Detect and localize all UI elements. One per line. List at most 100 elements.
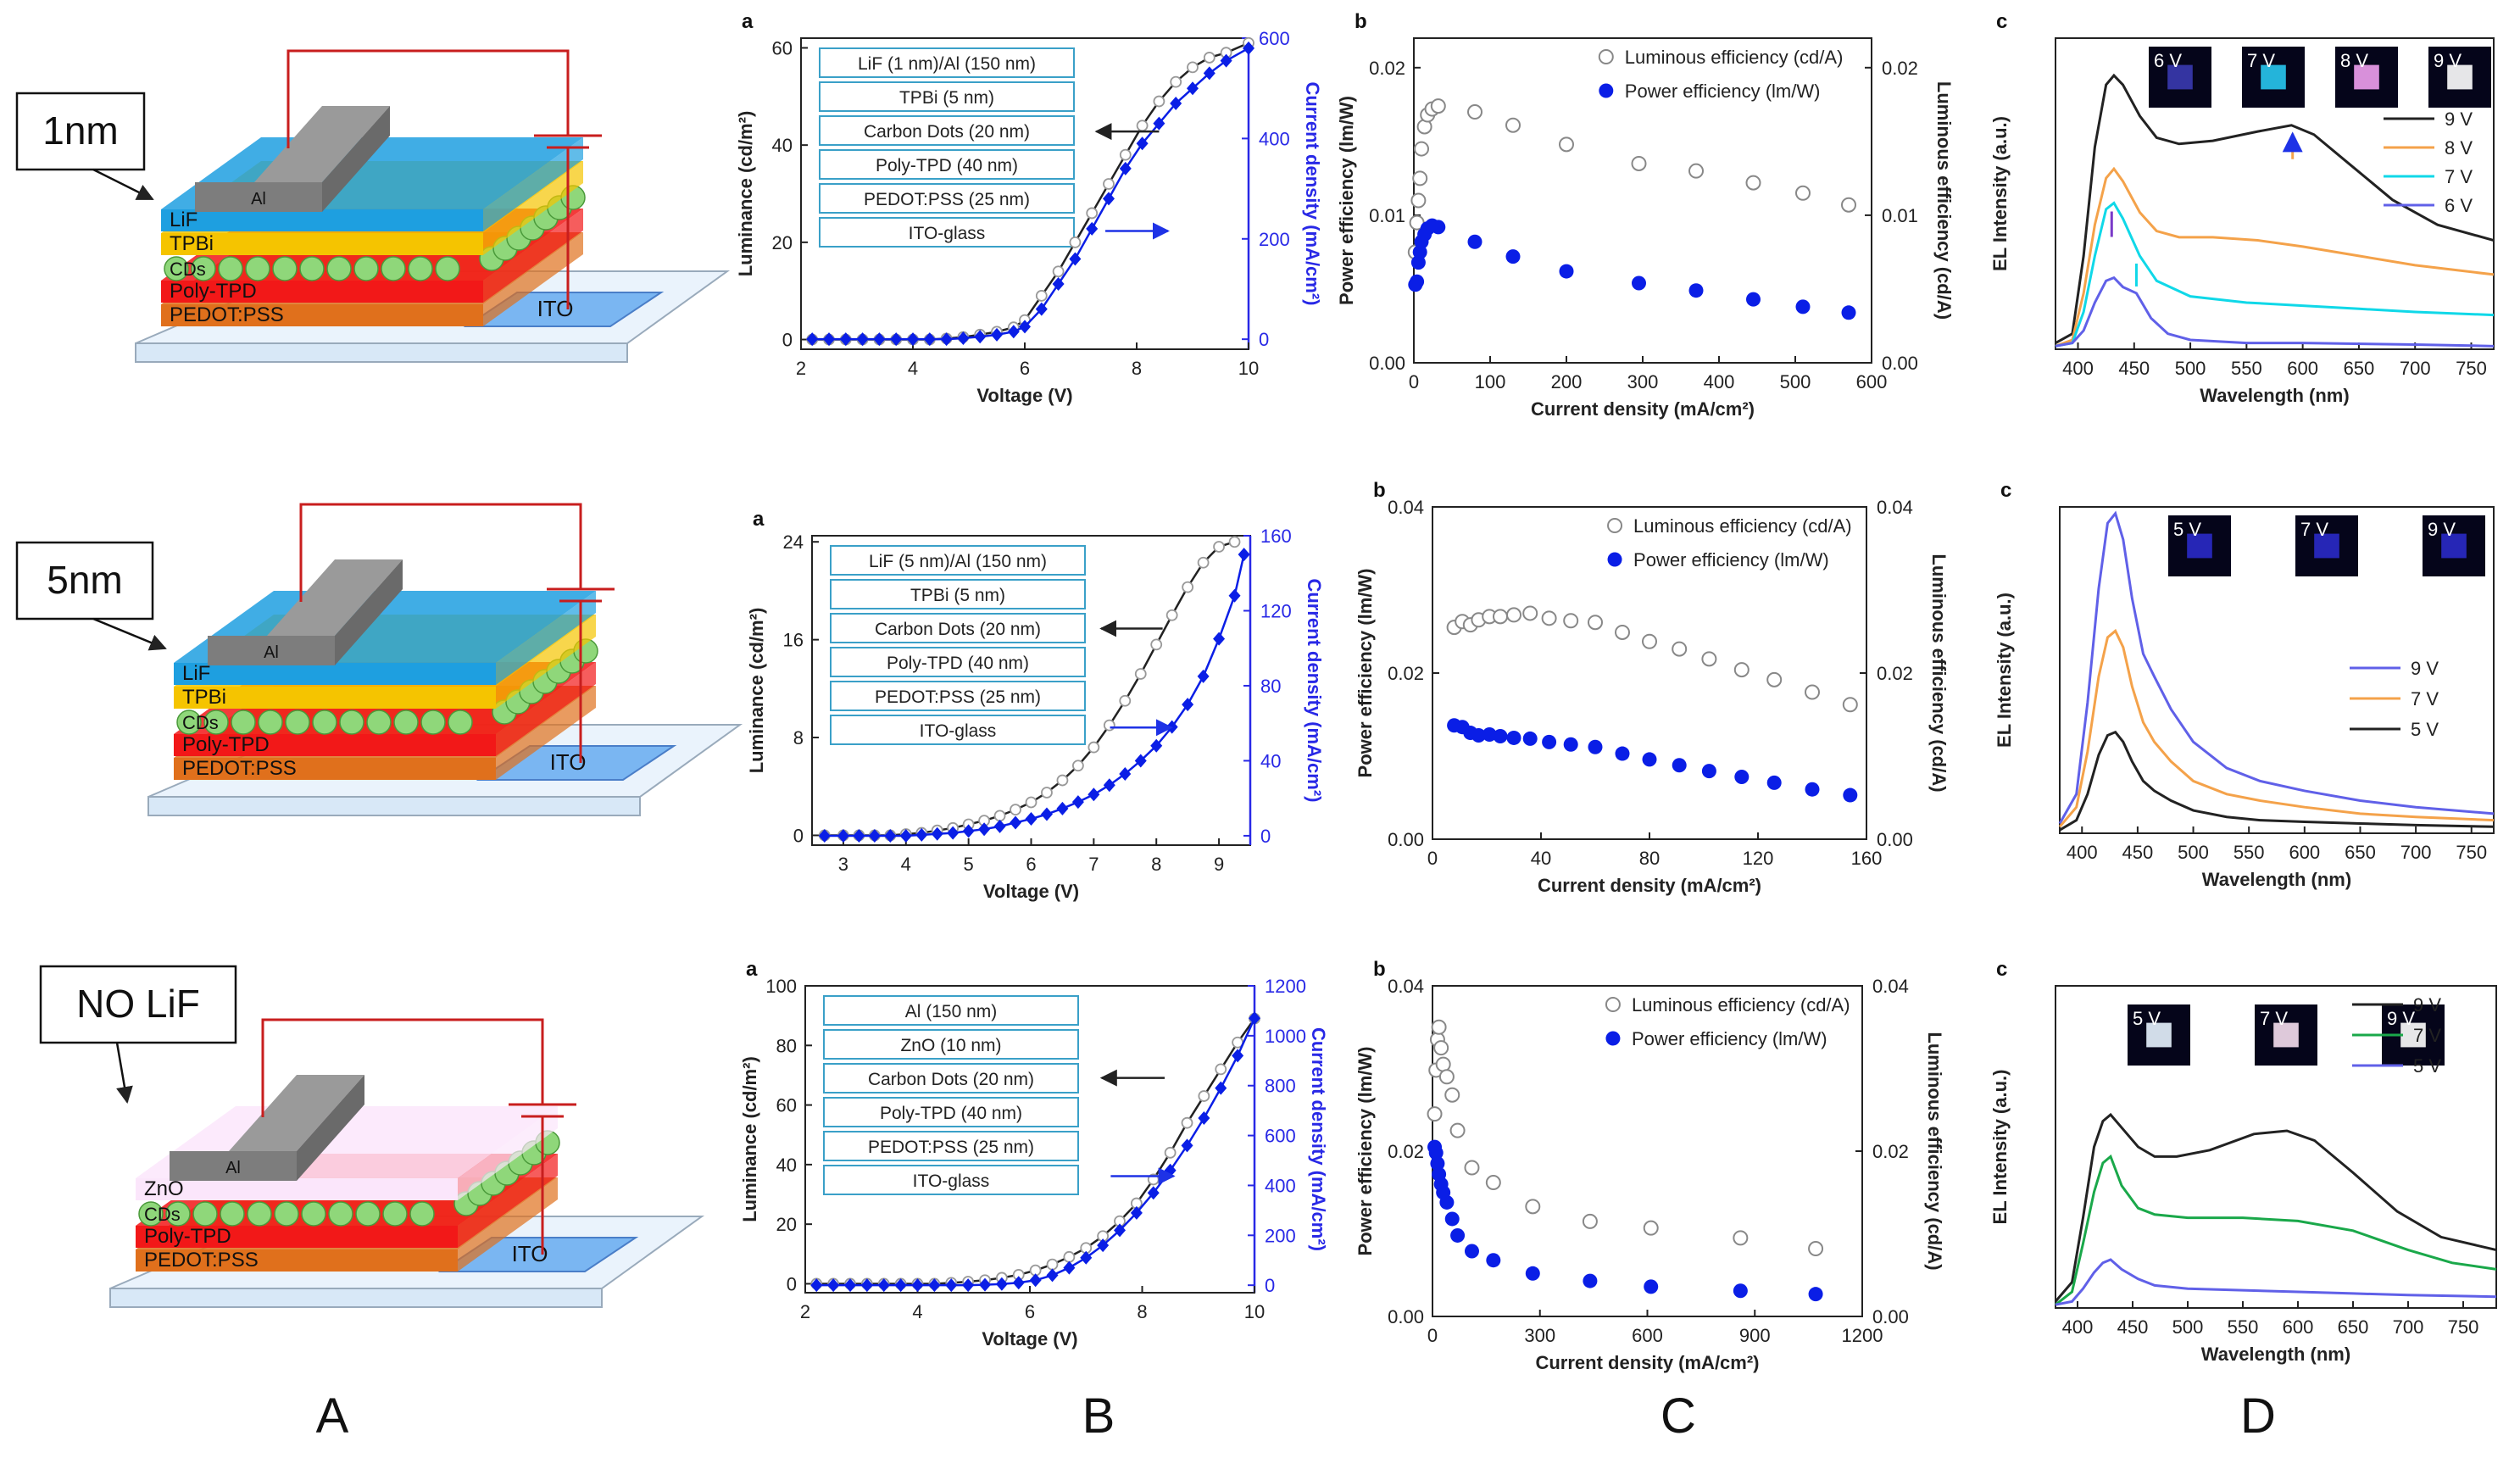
chart-d3: c 400 450 500 550 600 650 700 750 Wavelength (nm)… xyxy=(1989,958,2497,1365)
current-density-point xyxy=(1238,548,1250,562)
y-axis-label: Power efficiency (lm/W) xyxy=(1355,569,1376,778)
panel-label-b: B xyxy=(1082,1388,1115,1444)
layer-box-label: ITO-glass xyxy=(909,224,986,243)
panel-labels: A B C D xyxy=(316,1388,2276,1444)
x-tick-label: 5 xyxy=(964,854,974,875)
legend-label: 7 V xyxy=(2445,166,2473,187)
current-density-point xyxy=(1063,1260,1076,1275)
layer-box-label: Poly-TPD (40 nm) xyxy=(887,654,1029,673)
x-axis-label: Voltage (V) xyxy=(983,881,1079,902)
current-density-point xyxy=(860,1278,873,1293)
current-density-point xyxy=(1150,738,1163,753)
current-density-point xyxy=(928,1278,941,1293)
luminous-efficiency-point xyxy=(1485,1175,1501,1191)
luminance-point xyxy=(1046,1258,1059,1271)
x-tick-label: 4 xyxy=(908,358,918,379)
current-density-point xyxy=(1136,136,1149,151)
y2-tick-label: 0.01 xyxy=(1882,205,1918,226)
inset-emission xyxy=(2261,64,2286,90)
current-density-point xyxy=(806,332,819,347)
luminance-point xyxy=(1203,52,1215,64)
current-density-point xyxy=(1220,53,1232,68)
layer-polytpd xyxy=(174,734,496,756)
luminance-point xyxy=(1150,638,1163,651)
power-efficiency-point xyxy=(1766,775,1782,790)
al-top xyxy=(267,559,403,636)
inset-emission xyxy=(2187,533,2212,559)
current-density-point xyxy=(947,826,960,840)
layer-box-label: Carbon Dots (20 nm) xyxy=(875,620,1041,639)
al-top xyxy=(229,1075,364,1151)
layer-box xyxy=(830,715,1086,745)
layer-box xyxy=(830,613,1086,643)
layer-box-label: LiF (5 nm)/Al (150 nm) xyxy=(869,552,1047,571)
y-axis-label: EL Intensity (a.u.) xyxy=(1994,593,2015,748)
layer-side-pedotpss xyxy=(483,232,583,326)
power-efficiency-point xyxy=(1444,1211,1460,1227)
x-tick-label: 400 xyxy=(2062,358,2094,379)
x-tick-label: 650 xyxy=(2345,842,2376,863)
current-density-point xyxy=(1130,1205,1143,1220)
x-tick-label: 40 xyxy=(1531,848,1551,869)
power-efficiency-point xyxy=(1542,734,1557,749)
layer-box-label: PEDOT:PSS (25 nm) xyxy=(864,190,1030,209)
al-label: Al xyxy=(251,190,266,209)
layer-side-pedotpss xyxy=(496,686,596,780)
current-density-point xyxy=(1170,96,1182,110)
layer-box-label: Carbon Dots (20 nm) xyxy=(864,122,1030,142)
y2-tick-label: 0 xyxy=(1260,826,1271,847)
luminance-point xyxy=(1056,774,1069,787)
luminance-point xyxy=(1153,95,1165,108)
power-efficiency-point xyxy=(1688,283,1704,298)
current-density-point xyxy=(907,332,919,347)
carbon-dot xyxy=(245,256,270,281)
legend-marker-luminous xyxy=(1598,49,1614,64)
x-axis-label: Current density (mA/cm²) xyxy=(1535,1352,1759,1373)
glass-substrate-edge xyxy=(147,796,641,816)
layer-box-label: Poly-TPD (40 nm) xyxy=(876,156,1018,175)
al-side xyxy=(322,106,390,212)
x-tick-label: 600 xyxy=(2289,842,2320,863)
layer-side-tpbi xyxy=(483,161,583,255)
current-density-point xyxy=(1181,1138,1193,1153)
layer-polytpd xyxy=(161,281,483,303)
al-front xyxy=(170,1151,297,1181)
y-axis-label: EL Intensity (a.u.) xyxy=(1989,1070,2011,1225)
glass-substrate-edge xyxy=(135,342,628,363)
layer-box-label: PEDOT:PSS (25 nm) xyxy=(875,687,1041,707)
power-efficiency-point xyxy=(1734,770,1750,784)
x-tick-label: 500 xyxy=(2178,842,2209,863)
layer-box-label: LiF (1 nm)/Al (150 nm) xyxy=(858,54,1036,74)
luminance-point xyxy=(1103,719,1115,732)
y-tick-label: 0.00 xyxy=(1369,353,1405,374)
y2-tick-label: 400 xyxy=(1259,128,1290,149)
panel-letter: b xyxy=(1373,479,1386,502)
current-density-point xyxy=(1103,778,1115,793)
x-tick-label: 500 xyxy=(2175,358,2206,379)
power-efficiency-point xyxy=(1522,731,1538,746)
current-density-point xyxy=(1052,277,1065,292)
carbon-dot xyxy=(393,710,419,735)
legend-label: 5 V xyxy=(2413,1055,2441,1077)
power-efficiency-point xyxy=(1644,1279,1659,1294)
luminous-efficiency-point xyxy=(1525,1199,1541,1215)
inset-label: 5 V xyxy=(2133,1008,2161,1029)
carbon-dot xyxy=(301,1201,326,1227)
x-tick-label: 400 xyxy=(2067,842,2098,863)
al-side xyxy=(297,1075,364,1181)
layer-label: LiF xyxy=(182,662,210,685)
y-axis-label: Luminance (cd/m²) xyxy=(739,1056,760,1222)
power-efficiency-point xyxy=(1482,727,1497,743)
luminous-efficiency-point xyxy=(1588,615,1603,631)
power-efficiency-point xyxy=(1583,1273,1598,1288)
x-axis-label: Voltage (V) xyxy=(982,1328,1077,1349)
luminous-efficiency-point xyxy=(1808,1241,1824,1257)
carbon-dot xyxy=(272,256,298,281)
x-axis-label: Current density (mA/cm²) xyxy=(1538,875,1761,896)
x-tick-label: 700 xyxy=(2400,842,2432,863)
legend-label: 9 V xyxy=(2445,109,2473,130)
layer-label: ZnO xyxy=(144,1177,184,1200)
luminance-point xyxy=(1069,236,1082,248)
